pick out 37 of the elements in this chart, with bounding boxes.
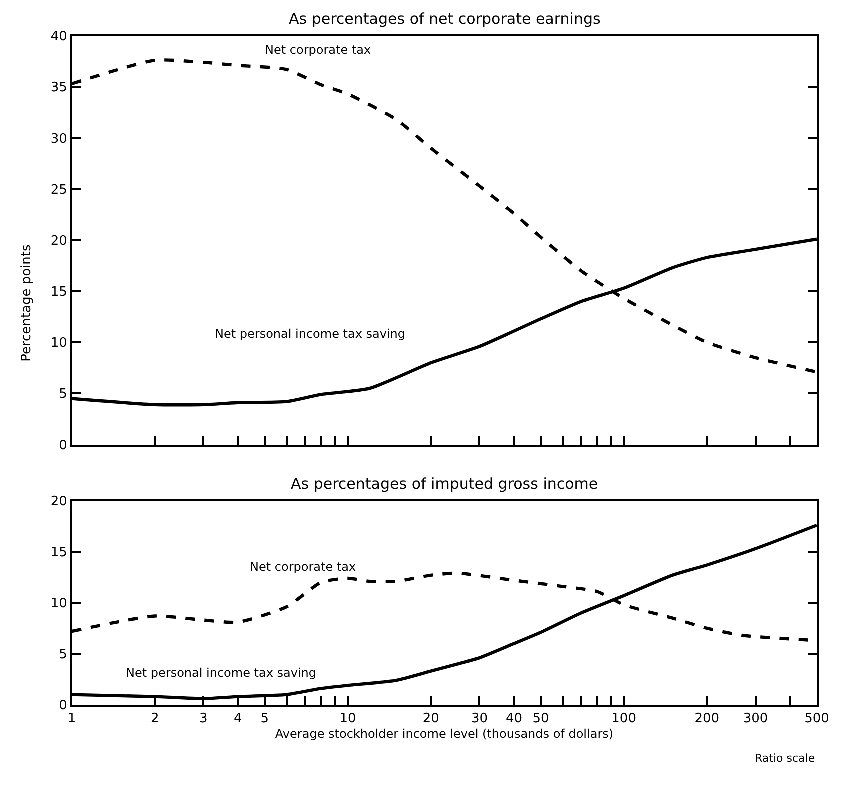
x-tick-label: 30 [471, 712, 488, 727]
y-tick-label: 10 [50, 596, 68, 612]
x-tick-label: 10 [340, 712, 356, 727]
y-tick-label: 30 [50, 132, 68, 147]
x-tick-label: 50 [532, 712, 550, 727]
y-tick-label: 25 [50, 182, 68, 198]
y-tick-label: 0 [59, 438, 68, 454]
y-tick-label: 15 [50, 546, 68, 561]
x-tick-label: 40 [506, 712, 522, 727]
chart-title: As percentages of imputed gross income [291, 475, 598, 493]
text: Net personal income tax saving [215, 327, 406, 341]
text: Ratio scale [755, 752, 816, 765]
x-tick-label: 500 [804, 712, 830, 727]
y-tick-label: 5 [59, 387, 68, 402]
x-tick-label: 200 [694, 712, 720, 727]
x-tick-label: 100 [612, 712, 636, 727]
y-tick-label: 15 [50, 285, 68, 300]
y-tick-label: 40 [50, 30, 68, 45]
chart-title: As percentages of net corporate earnings [289, 10, 601, 28]
x-tick-label: 2 [150, 712, 160, 727]
series-label: Net corporate tax [265, 43, 372, 57]
y-axis-title: Percentage points [20, 244, 35, 362]
y-tick-label: 0 [59, 698, 68, 714]
y-tick-label: 20 [50, 234, 68, 249]
series-label: Net corporate tax [250, 560, 356, 574]
x-tick-label: 3 [200, 712, 208, 727]
x-tick-label: 300 [743, 712, 768, 727]
x-tick-label: 20 [422, 712, 440, 727]
x-axis-title: Average stockholder income level (thousands of dollars) [275, 727, 614, 741]
y-tick-label: 10 [50, 336, 68, 352]
y-tick-label: 5 [59, 648, 68, 663]
x-tick-label: 5 [260, 712, 270, 727]
x-tick-label: 4 [234, 712, 242, 727]
x-tick-label: 1 [68, 712, 76, 727]
y-tick-label: 35 [50, 80, 68, 96]
y-tick-label: 20 [50, 494, 68, 510]
series-label: Net personal income tax saving [126, 666, 317, 680]
